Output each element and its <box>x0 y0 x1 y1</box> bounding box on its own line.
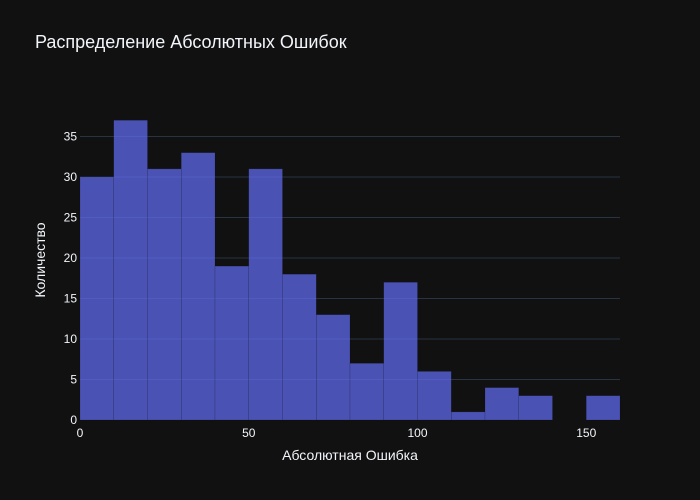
x-tick-label: 0 <box>77 426 84 440</box>
histogram-bar <box>79 176 114 421</box>
histogram-bar <box>349 363 384 421</box>
histogram-bar <box>316 314 351 421</box>
histogram-bar <box>282 273 317 421</box>
histogram-bar <box>147 168 182 421</box>
x-tick-label: 150 <box>576 426 596 440</box>
y-axis-title: Количество <box>32 222 48 297</box>
y-tick-label: 0 <box>70 413 77 427</box>
y-tick-label: 35 <box>64 129 78 143</box>
histogram-bar <box>383 282 418 421</box>
histogram-bar <box>451 411 486 421</box>
chart-title: Распределение Абсолютных Ошибок <box>35 32 347 52</box>
x-tick-label: 50 <box>242 426 256 440</box>
histogram-bars <box>79 120 621 421</box>
x-axis-ticks: 0 50 100 150 <box>77 426 597 440</box>
y-tick-label: 30 <box>64 170 78 184</box>
y-tick-label: 20 <box>64 251 78 265</box>
y-tick-label: 5 <box>70 372 77 386</box>
y-tick-label: 25 <box>64 210 78 224</box>
histogram-bar <box>586 395 621 421</box>
histogram-bar <box>113 120 148 421</box>
x-tick-label: 100 <box>407 426 427 440</box>
y-tick-label: 10 <box>64 332 78 346</box>
histogram-bar <box>214 265 249 421</box>
histogram-bar <box>248 168 283 421</box>
histogram-bar <box>181 152 216 421</box>
histogram-bar <box>484 387 519 421</box>
x-axis-title: Абсолютная Ошибка <box>282 447 418 463</box>
y-axis-ticks: 0 5 10 15 20 25 30 35 <box>64 129 78 427</box>
y-tick-label: 15 <box>64 291 78 305</box>
histogram-bar <box>417 371 452 421</box>
histogram-bar <box>518 395 553 421</box>
